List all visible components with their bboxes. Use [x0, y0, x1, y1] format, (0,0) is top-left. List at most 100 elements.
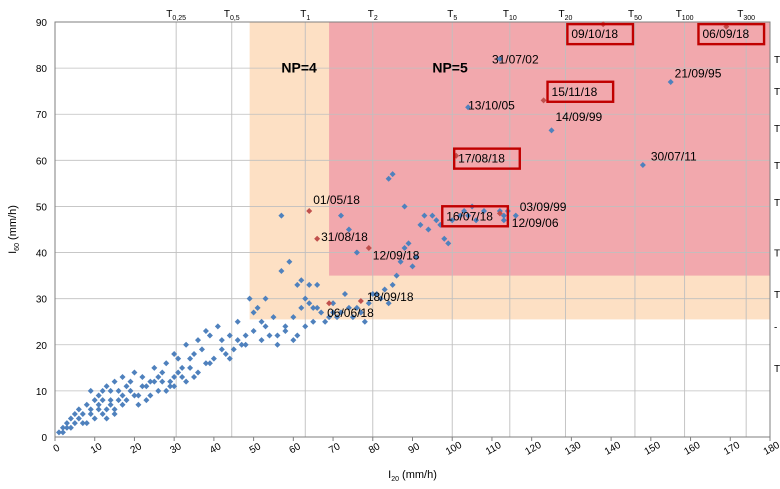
scatter-point	[119, 392, 126, 399]
scatter-point	[127, 378, 134, 385]
scatter-point	[111, 378, 118, 385]
scatter-point	[195, 369, 201, 376]
scatter-point	[274, 332, 281, 339]
scatter-point	[206, 360, 213, 367]
scatter-point	[373, 291, 380, 298]
event-label: 31/07/02	[492, 53, 539, 67]
highlight-point	[512, 212, 519, 219]
x-tick-label: 160	[682, 440, 702, 458]
scatter-point	[79, 420, 86, 427]
scatter-point	[163, 360, 170, 367]
right-edge-mark: -	[774, 322, 777, 333]
scatter-point	[171, 374, 178, 381]
x-tick-label: 130	[563, 440, 583, 458]
scatter-point	[198, 346, 205, 353]
y-tick-label: 40	[36, 249, 48, 260]
right-edge-mark: T	[774, 290, 780, 301]
scatter-point	[338, 212, 344, 219]
scatter-point	[63, 424, 70, 431]
scatter-point	[183, 341, 190, 348]
return-period-label: T0,25	[166, 9, 186, 22]
scatter-point	[139, 374, 146, 381]
x-tick-label: 100	[444, 440, 464, 458]
scatter-point	[338, 309, 344, 316]
right-edge-mark: T	[774, 249, 780, 260]
scatter-point	[353, 304, 360, 311]
scatter-point	[95, 406, 102, 413]
scatter-point	[103, 383, 110, 390]
annotations-layer: NP=4 NP=5 31/07/02 09/10/18 06/09/18 21/09/95…	[281, 22, 766, 320]
scatter-point	[389, 171, 396, 178]
highlight-point	[326, 300, 333, 307]
scatter-point	[218, 346, 225, 353]
x-tick-label: 10	[89, 441, 105, 456]
highlight-point	[357, 297, 364, 304]
scatter-point	[278, 212, 285, 219]
highlight-point	[365, 244, 372, 251]
scatter-point	[187, 355, 194, 362]
x-tick-label: 70	[327, 441, 343, 456]
plot-frame	[54, 21, 771, 438]
event-label: 13/10/05	[468, 99, 515, 113]
scatter-point	[95, 401, 102, 408]
scatter-point	[59, 429, 66, 436]
x-tick-label: 40	[208, 441, 224, 456]
scatter-point	[314, 281, 321, 288]
scatter-point	[210, 355, 217, 362]
event-label: 09/10/18	[571, 27, 618, 41]
scatter-point	[234, 337, 241, 344]
scatter-point	[151, 364, 158, 371]
highlight-point	[496, 55, 503, 62]
return-period-label: T100	[676, 9, 694, 22]
scatter-point	[75, 415, 82, 422]
scatter-point	[302, 323, 309, 330]
scatter-point	[71, 420, 78, 427]
scatter-point	[318, 309, 325, 316]
scatter-point	[111, 406, 118, 413]
event-label: 17/08/18	[458, 152, 505, 166]
scatter-point	[282, 323, 289, 330]
scatter-point	[369, 291, 376, 298]
scatter-point	[87, 406, 94, 413]
highlight-point	[465, 104, 472, 111]
scatter-point	[226, 332, 233, 339]
scatter-point	[107, 401, 114, 408]
scatter-point	[143, 397, 150, 404]
scatter-point	[175, 355, 182, 362]
scatter-point	[465, 212, 472, 219]
scatter-point	[115, 387, 122, 394]
event-label: 12/09/18	[373, 248, 420, 262]
event-label: 30/07/11	[651, 149, 697, 163]
scatter-point	[230, 346, 237, 353]
event-label: 14/09/99	[556, 110, 603, 124]
scatter-point	[298, 277, 305, 284]
scatter-point	[135, 392, 142, 399]
return-period-label: T0,5	[224, 9, 240, 22]
scatter-point	[266, 332, 273, 339]
scatter-point	[461, 208, 468, 215]
highlight-point	[639, 161, 646, 168]
scatter-point	[167, 378, 174, 385]
scatter-point	[250, 309, 257, 316]
scatter-point	[345, 304, 352, 311]
x-tick-label: 50	[248, 441, 264, 456]
scatter-point	[381, 286, 388, 293]
scatter-point	[147, 392, 154, 399]
scatter-point	[119, 401, 126, 408]
scatter-point	[151, 378, 158, 385]
scatter-point	[91, 415, 98, 422]
right-edge-mark: T	[774, 55, 780, 66]
scatter-point	[349, 314, 356, 321]
scatter-point	[167, 383, 174, 390]
event-label: 12/09/06	[512, 216, 559, 230]
right-edge-mark: T	[774, 198, 780, 209]
scatter-point	[306, 281, 313, 288]
scatter-point	[278, 268, 285, 274]
scatter-point	[123, 397, 130, 404]
scatter-point	[306, 300, 313, 307]
scatter-point	[385, 300, 392, 307]
x-tick-label: 140	[603, 440, 623, 458]
y-axis-title-group: I60 (mm/h)	[7, 205, 21, 254]
scatter-point	[202, 360, 209, 367]
return-period-label: T20	[558, 9, 572, 22]
